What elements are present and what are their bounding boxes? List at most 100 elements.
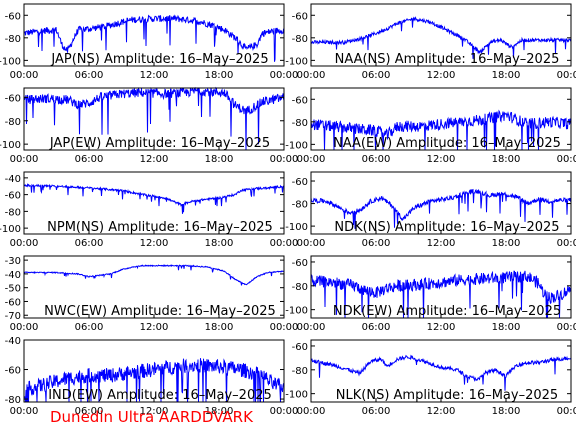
x-tick-label: 00:00 (10, 70, 39, 81)
y-tick-label: -40 (5, 174, 21, 185)
x-tick-label: 12:00 (427, 406, 456, 417)
x-tick-label: 00:00 (10, 238, 39, 249)
y-tick-label: -80 (5, 117, 21, 128)
x-tick-label: 00:00 (270, 406, 299, 417)
chart-panel: -60 -80 -100 00:00 06:00 12:00 18:00 00:00 NAA(N… (285, 3, 576, 81)
y-tick-label: -80 (292, 282, 308, 293)
x-tick-label: 00:00 (270, 70, 299, 81)
chart-title: JAP(NS) Amplitude: 16–May–2025 (50, 52, 268, 67)
x-tick-label: 06:00 (362, 322, 391, 333)
chart-title: NAA(EW) Amplitude: 16–May–2025 (333, 136, 561, 151)
x-tick-label: 18:00 (492, 70, 521, 81)
y-tick-label: -100 (285, 56, 308, 67)
x-tick-label: 06:00 (75, 238, 104, 249)
y-tick-label: -80 (292, 366, 308, 377)
y-tick-label: -80 (5, 395, 21, 406)
y-tick-label: -80 (292, 118, 308, 129)
y-tick-label: -40 (5, 270, 21, 281)
chart-title: NAA(NS) Amplitude: 16–May–2025 (335, 52, 560, 67)
amplitude-trace (23, 86, 285, 151)
x-tick-label: 06:00 (75, 322, 104, 333)
x-tick-label: 12:00 (427, 322, 456, 333)
chart-title: JAP(EW) Amplitude: 16–May–2025 (49, 136, 270, 151)
chart-panel: -60 -80 -100 00:00 06:00 12:00 18:00 00:00 NLK(N… (285, 339, 576, 417)
amplitude-trace (24, 14, 285, 62)
x-tick-label: 12:00 (140, 322, 169, 333)
x-tick-label: 00:00 (270, 238, 299, 249)
y-tick-label: -60 (5, 191, 21, 202)
y-tick-label: -60 (5, 297, 21, 308)
x-tick-label: 18:00 (492, 322, 521, 333)
y-tick-label: -100 (0, 56, 21, 67)
x-tick-label: 00:00 (297, 406, 326, 417)
x-tick-label: 18:00 (205, 154, 234, 165)
chart-panel: -60 -80 -100 00:00 06:00 12:00 18:00 00:00 NDK(N… (285, 171, 576, 249)
y-tick-label: -60 (292, 95, 308, 106)
y-tick-label: -80 (292, 200, 308, 211)
x-tick-label: 00:00 (270, 154, 299, 165)
y-tick-label: -60 (292, 342, 308, 353)
chart-title: IND(EW) Amplitude: 16–May–2025 (48, 388, 272, 403)
chart-title: NWC(EW) Amplitude: 16–May–2025 (44, 304, 276, 319)
x-tick-label: 12:00 (427, 70, 456, 81)
chart-panel: -40 -60 -80 -100 00:00 06:00 12:00 18:00 00:00 NP… (0, 171, 299, 249)
x-tick-label: 00:00 (10, 406, 39, 417)
x-tick-label: 12:00 (140, 406, 169, 417)
chart-title: NPM(NS) Amplitude: 16–May–2025 (47, 220, 273, 235)
amplitude-trace (24, 358, 285, 403)
chart-title: NLK(NS) Amplitude: 16–May–2025 (336, 388, 558, 403)
x-tick-label: 00:00 (557, 154, 576, 165)
y-tick-label: -60 (5, 11, 21, 22)
x-tick-label: 18:00 (205, 70, 234, 81)
amplitude-trace (310, 109, 572, 151)
y-tick-label: -80 (5, 34, 21, 45)
x-tick-label: 18:00 (205, 322, 234, 333)
x-tick-label: 00:00 (270, 322, 299, 333)
x-tick-label: 12:00 (140, 154, 169, 165)
x-tick-label: 00:00 (10, 154, 39, 165)
y-tick-label: -60 (292, 258, 308, 269)
chart-panel: -60 -80 -100 00:00 06:00 12:00 18:00 00:00 NAA(E… (285, 87, 576, 165)
x-tick-label: 00:00 (297, 70, 326, 81)
y-tick-label: -60 (292, 11, 308, 22)
x-tick-label: 12:00 (427, 238, 456, 249)
x-tick-label: 06:00 (362, 70, 391, 81)
amplitude-trace (23, 264, 285, 286)
y-tick-label: -30 (5, 256, 21, 267)
x-tick-label: 00:00 (297, 154, 326, 165)
x-tick-label: 00:00 (557, 322, 576, 333)
x-tick-label: 00:00 (557, 70, 576, 81)
amplitude-trace (310, 354, 572, 391)
x-tick-label: 12:00 (140, 70, 169, 81)
y-tick-label: -60 (292, 177, 308, 188)
x-tick-label: 00:00 (557, 238, 576, 249)
x-tick-label: 18:00 (492, 154, 521, 165)
amplitude-trace (310, 270, 572, 319)
x-tick-label: 18:00 (205, 238, 234, 249)
y-tick-label: -60 (5, 366, 21, 377)
y-tick-label: -100 (285, 140, 308, 151)
x-tick-label: 12:00 (140, 238, 169, 249)
chart-panel: -60 -80 -100 00:00 06:00 12:00 18:00 00:00 NDK(E… (285, 255, 576, 333)
x-tick-label: 00:00 (297, 322, 326, 333)
y-tick-label: -60 (5, 93, 21, 104)
y-tick-label: -80 (5, 207, 21, 218)
x-tick-label: 00:00 (297, 238, 326, 249)
y-tick-label: -100 (0, 140, 21, 151)
x-tick-label: 06:00 (362, 154, 391, 165)
x-tick-label: 06:00 (362, 238, 391, 249)
chart-title: NDK(NS) Amplitude: 16–May–2025 (334, 220, 559, 235)
y-tick-label: -40 (5, 336, 21, 347)
amplitude-trace (23, 183, 285, 214)
x-tick-label: 18:00 (205, 406, 234, 417)
amplitude-trace (310, 188, 572, 229)
y-tick-label: -100 (285, 390, 308, 401)
x-tick-label: 12:00 (427, 154, 456, 165)
y-tick-label: -50 (5, 284, 21, 295)
chart-title: NDK(EW) Amplitude: 16–May–2025 (333, 304, 561, 319)
